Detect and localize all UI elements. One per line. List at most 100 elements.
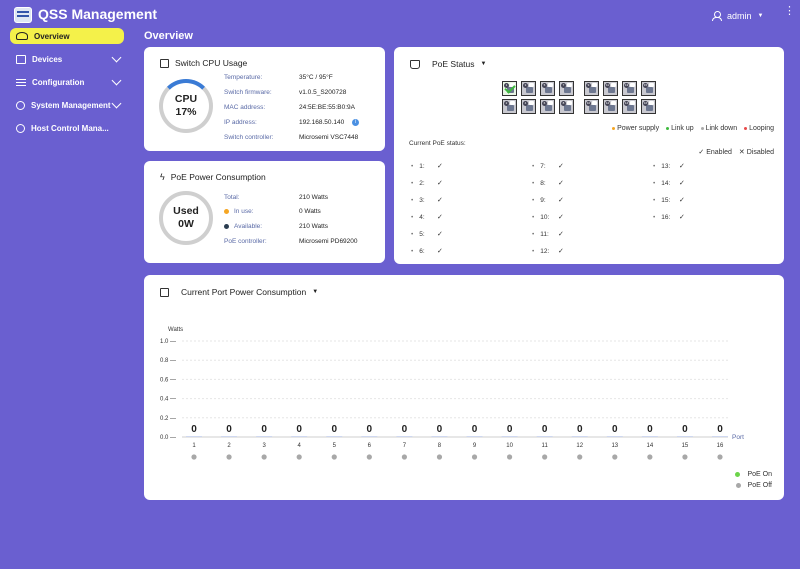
port-consumption-card: Current Port Power Consumption ▼ Watts 1.… xyxy=(144,275,784,500)
bar-value-label: 0 xyxy=(682,424,688,435)
poe-state-dot xyxy=(647,454,653,460)
x-tick-label: 14 xyxy=(647,443,654,449)
poe-value-available: 210 Watts xyxy=(299,223,329,230)
port-icon-1[interactable]: 1 xyxy=(502,81,517,96)
user-menu[interactable]: admin ▼ xyxy=(712,11,763,21)
poe-status-caret-icon: ▼ xyxy=(480,61,487,67)
in-use-dot xyxy=(224,209,229,214)
port-status-label: 2: xyxy=(419,180,425,187)
poe-state-dot xyxy=(331,454,337,460)
app-title: QSS Management xyxy=(38,6,158,22)
port-icon-3[interactable]: 3 xyxy=(521,81,536,96)
cpu-ring-label: CPU xyxy=(174,93,198,105)
x-tick-label: 16 xyxy=(717,443,724,449)
info-icon[interactable]: i xyxy=(352,119,359,126)
x-tick-label: 11 xyxy=(542,443,549,449)
port-icon-8[interactable]: 8 xyxy=(559,99,574,114)
consumption-caret-icon: ▼ xyxy=(312,289,319,295)
cpu-value-firmware: v1.0.5_S200728 xyxy=(299,89,347,96)
enabled-check-icon: ✓ xyxy=(558,248,564,255)
chevron-down-icon xyxy=(111,52,122,63)
poe-state-dot xyxy=(436,454,443,460)
bar xyxy=(396,436,413,437)
poe-state-dot xyxy=(507,454,513,460)
enabled-check-icon: ✓ xyxy=(679,197,685,204)
sidebar-item-label: Devices xyxy=(32,54,63,64)
bar xyxy=(256,436,273,437)
port-status-label: 8: xyxy=(540,180,546,187)
poe-value-in-use: 0 Watts xyxy=(299,208,321,215)
poe-legend: Power supply Link up Link down Looping xyxy=(612,125,774,132)
x-tick-label: 9 xyxy=(473,443,477,449)
poe-state-dot xyxy=(296,454,302,460)
sidebar-item-devices[interactable]: Devices xyxy=(0,48,130,70)
sidebar-item-configuration[interactable]: Configuration xyxy=(0,71,130,93)
bar-value-label: 0 xyxy=(191,424,197,435)
port-icon-15[interactable]: 15 xyxy=(641,81,656,96)
port-status-label: 12: xyxy=(540,248,550,255)
port-status-label: 11: xyxy=(540,231,549,238)
port-icon-9[interactable]: 9 xyxy=(584,81,599,96)
bar-value-label: 0 xyxy=(296,424,302,435)
cpu-label-controller: Switch controller: xyxy=(224,134,274,141)
port-icon-2[interactable]: 2 xyxy=(502,99,517,114)
port-icon-13[interactable]: 13 xyxy=(622,81,637,96)
bar-value-label: 0 xyxy=(226,424,232,435)
sidebar-item-overview[interactable]: Overview xyxy=(10,28,124,44)
bar-value-label: 0 xyxy=(472,424,478,435)
port-status-item: • 2: xyxy=(411,180,425,187)
more-menu-icon[interactable]: ⋮ xyxy=(784,5,795,17)
port-icon-10[interactable]: 10 xyxy=(584,99,599,114)
port-icon-7[interactable]: 7 xyxy=(559,81,574,96)
port-icon-11[interactable]: 11 xyxy=(603,81,618,96)
poe-off-legend: PoE Off xyxy=(735,482,772,489)
port-status-label: 16: xyxy=(661,214,671,221)
cpu-value-controller: Microsemi VSC7448 xyxy=(299,134,359,141)
bar xyxy=(712,436,728,437)
bar xyxy=(361,436,378,437)
sidebar-item-host-control[interactable]: Host Control Mana... xyxy=(0,117,130,139)
y-tick-label: 0.0 — xyxy=(160,435,176,441)
bar-value-label: 0 xyxy=(402,424,408,435)
x-tick-label: 6 xyxy=(368,443,372,449)
poe-off-dot xyxy=(735,483,741,488)
port-icon-4[interactable]: 4 xyxy=(521,99,536,114)
port-status-item: • 7: xyxy=(532,163,546,170)
poe-state-dot xyxy=(226,454,232,460)
bar-value-label: 0 xyxy=(367,424,373,435)
sidebar-item-system-management[interactable]: System Management xyxy=(0,94,130,116)
enabled-check-icon: ✓ xyxy=(558,197,564,204)
enabled-check-icon: ✓ xyxy=(558,163,564,170)
bar xyxy=(641,436,658,437)
port-icon-14[interactable]: 14 xyxy=(622,99,637,114)
cpu-value-mac: 24:5E:BE:55:B0:9A xyxy=(299,104,356,111)
port-status-item: • 10: xyxy=(532,214,550,221)
port-icon-6[interactable]: 6 xyxy=(540,99,555,114)
chevron-down-icon xyxy=(111,75,122,86)
port-consumption-title[interactable]: Current Port Power Consumption ▼ xyxy=(160,287,318,297)
poe-status-card: PoE Status ▼ 1 3 5 7 9 11 13 15 2 4 6 8 10 12 14 16 Pow… xyxy=(394,47,784,264)
x-axis-label: Port xyxy=(732,434,744,441)
port-icon-16[interactable]: 16 xyxy=(641,99,656,114)
poe-on-legend: PoE On xyxy=(735,471,772,478)
poe-status-card-title[interactable]: PoE Status ▼ xyxy=(410,59,486,69)
port-status-label: 1: xyxy=(419,163,425,170)
cpu-label-firmware: Switch firmware: xyxy=(224,89,272,96)
bar-value-label: 0 xyxy=(437,424,443,435)
bar xyxy=(221,436,238,437)
enabled-check-icon: ✓ xyxy=(679,163,685,170)
port-status-item: • 14: xyxy=(653,180,671,187)
system-management-icon xyxy=(16,100,25,110)
poe-ring-value: 0W xyxy=(178,218,194,230)
poe-state-dot xyxy=(542,454,548,460)
bar xyxy=(431,436,448,437)
devices-icon xyxy=(16,54,26,64)
enabled-check-icon: ✓ xyxy=(437,163,443,170)
bar xyxy=(466,436,483,437)
port-icon-12[interactable]: 12 xyxy=(603,99,618,114)
port-icon-5[interactable]: 5 xyxy=(540,81,555,96)
cpu-value-temperature: 35°C / 95°F xyxy=(299,74,333,81)
port-status-label: 5: xyxy=(419,231,425,238)
x-tick-label: 10 xyxy=(506,443,513,449)
port-status-label: 13: xyxy=(661,163,671,170)
